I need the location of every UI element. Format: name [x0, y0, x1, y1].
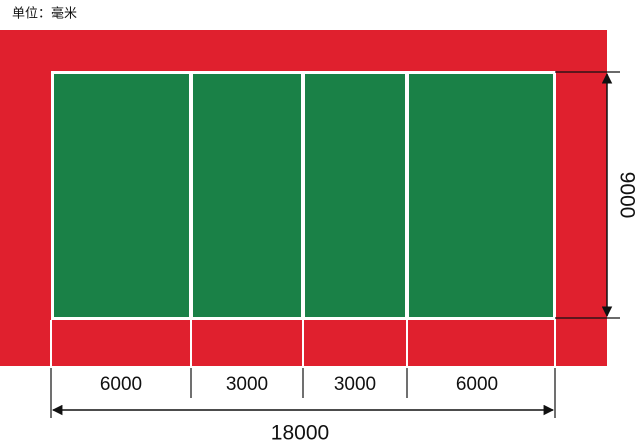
court-zone	[305, 74, 405, 317]
width-label: 9000	[615, 172, 638, 219]
unit-label: 单位：毫米	[12, 6, 77, 22]
strip-lines	[50, 320, 556, 368]
dimension-lines	[50, 71, 620, 418]
segment-label: 3000	[334, 374, 376, 395]
length-label: 18000	[271, 422, 329, 445]
court-zone	[54, 74, 189, 317]
court-zone	[409, 74, 553, 317]
segment-label: 6000	[456, 374, 498, 395]
segment-label: 3000	[226, 374, 268, 395]
court-zone	[193, 74, 301, 317]
segment-label: 6000	[100, 374, 142, 395]
